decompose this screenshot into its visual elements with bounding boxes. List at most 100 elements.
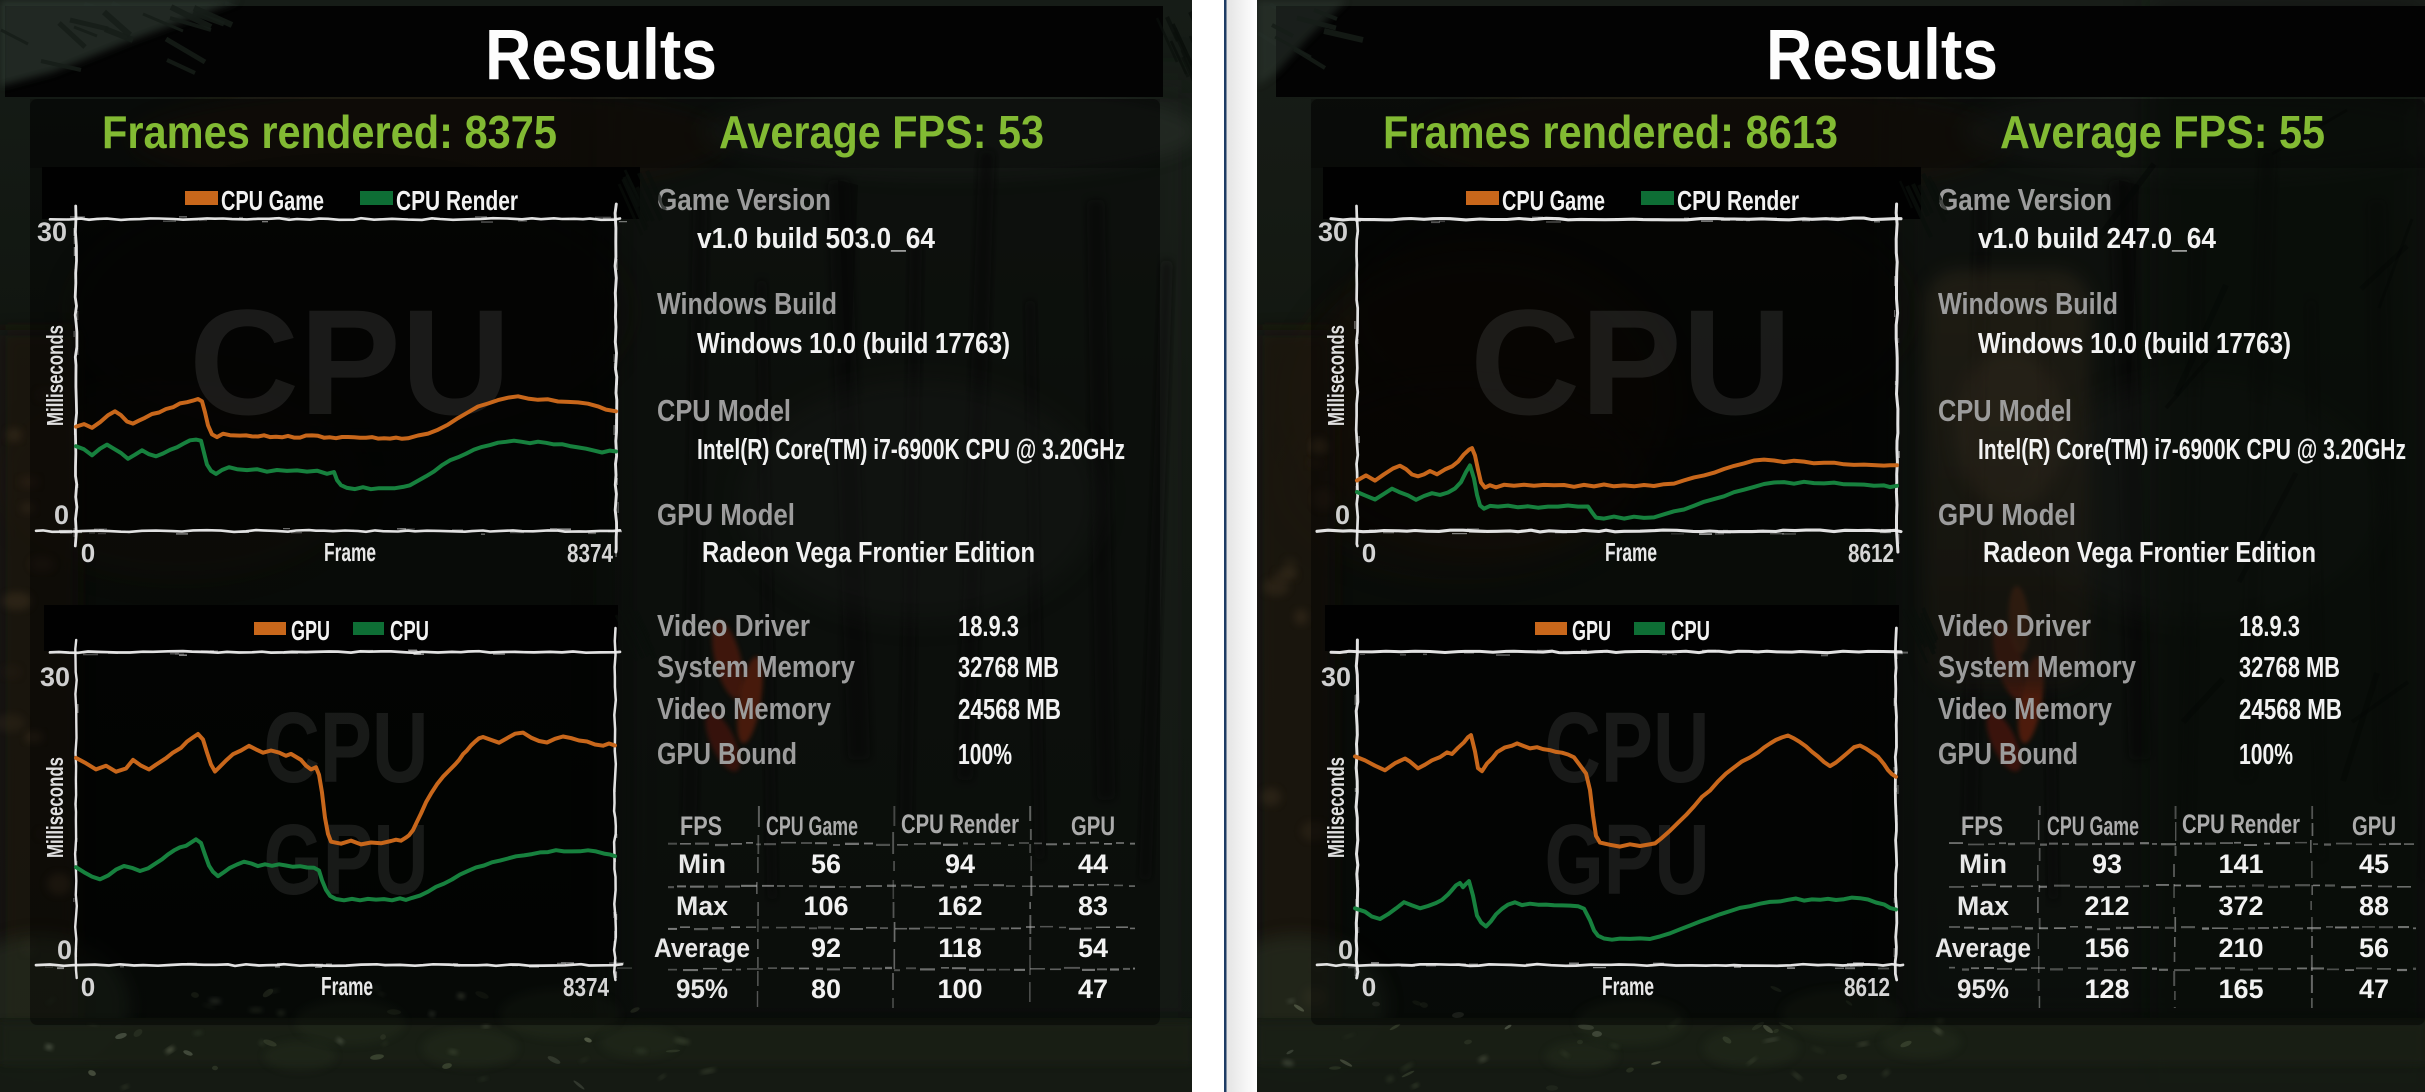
svg-text:47: 47 <box>1078 974 1108 1004</box>
svg-text:Frames rendered: 8613: Frames rendered: 8613 <box>1383 106 1838 158</box>
svg-text:Average: Average <box>654 933 750 963</box>
svg-text:83: 83 <box>1078 891 1108 921</box>
svg-text:CPU Game: CPU Game <box>1502 185 1605 216</box>
svg-text:93: 93 <box>2092 849 2122 879</box>
svg-text:24568 MB: 24568 MB <box>958 694 1061 726</box>
svg-text:0: 0 <box>54 500 69 530</box>
svg-text:18.9.3: 18.9.3 <box>2239 611 2300 643</box>
svg-text:47: 47 <box>2359 974 2389 1004</box>
svg-text:141: 141 <box>2218 849 2263 879</box>
svg-text:v1.0 build 247.0_64: v1.0 build 247.0_64 <box>1978 223 2216 255</box>
svg-text:0: 0 <box>1338 935 1353 965</box>
svg-text:Results: Results <box>1766 16 1998 95</box>
svg-text:Min: Min <box>678 849 726 879</box>
svg-text:Min: Min <box>1959 849 2007 879</box>
svg-text:CPU Game: CPU Game <box>2047 811 2139 841</box>
svg-text:56: 56 <box>811 849 841 879</box>
svg-text:System Memory: System Memory <box>1938 649 2137 684</box>
svg-text:CPU Render: CPU Render <box>1677 185 1799 216</box>
svg-text:Average FPS: 55: Average FPS: 55 <box>2000 106 2325 158</box>
svg-text:30: 30 <box>1318 217 1348 247</box>
svg-text:Video Memory: Video Memory <box>1938 691 2113 726</box>
svg-text:8374: 8374 <box>563 972 609 1002</box>
svg-text:GPU Model: GPU Model <box>1938 497 2076 532</box>
svg-text:45: 45 <box>2359 849 2389 879</box>
svg-text:Milliseconds: Milliseconds <box>1323 757 1349 858</box>
svg-text:100%: 100% <box>2239 739 2293 771</box>
svg-text:CPU Render: CPU Render <box>396 185 518 216</box>
svg-text:CPU: CPU <box>1671 615 1710 646</box>
svg-text:0: 0 <box>1362 972 1376 1002</box>
svg-text:Max: Max <box>676 891 728 921</box>
svg-text:8612: 8612 <box>1848 538 1894 568</box>
svg-text:210: 210 <box>2218 933 2263 963</box>
svg-text:0: 0 <box>1362 538 1376 568</box>
svg-text:Game Version: Game Version <box>657 182 831 217</box>
svg-text:44: 44 <box>1078 849 1108 879</box>
svg-text:156: 156 <box>2084 933 2129 963</box>
svg-text:CPU Game: CPU Game <box>221 185 324 216</box>
svg-text:Frame: Frame <box>321 971 373 1001</box>
svg-text:8612: 8612 <box>1844 972 1890 1002</box>
svg-text:128: 128 <box>2084 974 2129 1004</box>
svg-text:CPU Model: CPU Model <box>1938 393 2072 428</box>
svg-text:GPU Bound: GPU Bound <box>657 736 797 771</box>
svg-text:Average FPS: 53: Average FPS: 53 <box>719 106 1044 158</box>
svg-text:GPU: GPU <box>1545 804 1710 916</box>
svg-text:CPU: CPU <box>390 615 429 646</box>
svg-text:Milliseconds: Milliseconds <box>42 757 68 858</box>
svg-text:System Memory: System Memory <box>657 649 856 684</box>
svg-text:CPU: CPU <box>1470 278 1792 446</box>
svg-text:372: 372 <box>2218 891 2263 921</box>
svg-text:GPU: GPU <box>1071 811 1115 841</box>
svg-text:0: 0 <box>81 972 95 1002</box>
svg-text:56: 56 <box>2359 933 2389 963</box>
svg-text:118: 118 <box>938 933 982 963</box>
svg-text:CPU Game: CPU Game <box>766 811 858 841</box>
svg-text:0: 0 <box>1335 500 1350 530</box>
svg-text:Video Driver: Video Driver <box>657 608 810 643</box>
svg-text:92: 92 <box>811 933 841 963</box>
svg-text:24568 MB: 24568 MB <box>2239 694 2342 726</box>
svg-text:94: 94 <box>945 849 975 879</box>
svg-text:30: 30 <box>40 662 70 692</box>
svg-text:Video Driver: Video Driver <box>1938 608 2091 643</box>
svg-text:Windows 10.0 (build 17763): Windows 10.0 (build 17763) <box>1978 328 2291 360</box>
svg-text:Milliseconds: Milliseconds <box>42 325 68 426</box>
svg-text:FPS: FPS <box>680 811 722 841</box>
svg-text:GPU: GPU <box>291 615 330 646</box>
svg-text:CPU: CPU <box>264 692 429 804</box>
svg-text:Windows Build: Windows Build <box>657 286 837 321</box>
svg-text:GPU Bound: GPU Bound <box>1938 736 2078 771</box>
svg-text:Intel(R) Core(TM) i7-6900K CPU: Intel(R) Core(TM) i7-6900K CPU @ 3.20GHz <box>697 434 1125 466</box>
svg-text:CPU Model: CPU Model <box>657 393 791 428</box>
svg-text:18.9.3: 18.9.3 <box>958 611 1019 643</box>
svg-text:Intel(R) Core(TM) i7-6900K CPU: Intel(R) Core(TM) i7-6900K CPU @ 3.20GHz <box>1978 434 2406 466</box>
svg-text:Radeon Vega Frontier Edition: Radeon Vega Frontier Edition <box>702 537 1035 569</box>
svg-text:Radeon Vega Frontier Edition: Radeon Vega Frontier Edition <box>1983 537 2316 569</box>
svg-text:Windows Build: Windows Build <box>1938 286 2118 321</box>
svg-text:CPU Render: CPU Render <box>901 809 1019 839</box>
svg-text:v1.0 build 503.0_64: v1.0 build 503.0_64 <box>697 223 935 255</box>
svg-text:Milliseconds: Milliseconds <box>1323 325 1349 426</box>
svg-text:Windows 10.0 (build 17763): Windows 10.0 (build 17763) <box>697 328 1010 360</box>
svg-text:0: 0 <box>81 538 95 568</box>
svg-text:Game Version: Game Version <box>1938 182 2112 217</box>
svg-text:Max: Max <box>1957 891 2009 921</box>
svg-text:Results: Results <box>485 16 717 95</box>
svg-text:Frame: Frame <box>1605 537 1657 567</box>
svg-text:80: 80 <box>811 974 841 1004</box>
svg-text:8374: 8374 <box>567 538 613 568</box>
svg-text:95%: 95% <box>1957 974 2009 1004</box>
svg-text:FPS: FPS <box>1961 811 2003 841</box>
svg-text:Frame: Frame <box>324 537 376 567</box>
svg-text:106: 106 <box>803 891 848 921</box>
svg-text:Frame: Frame <box>1602 971 1654 1001</box>
svg-text:88: 88 <box>2359 891 2389 921</box>
svg-text:54: 54 <box>1078 933 1108 963</box>
svg-text:GPU: GPU <box>2352 811 2396 841</box>
svg-text:95%: 95% <box>676 974 728 1004</box>
svg-text:212: 212 <box>2084 891 2129 921</box>
svg-text:32768 MB: 32768 MB <box>958 652 1059 684</box>
svg-text:GPU Model: GPU Model <box>657 497 795 532</box>
